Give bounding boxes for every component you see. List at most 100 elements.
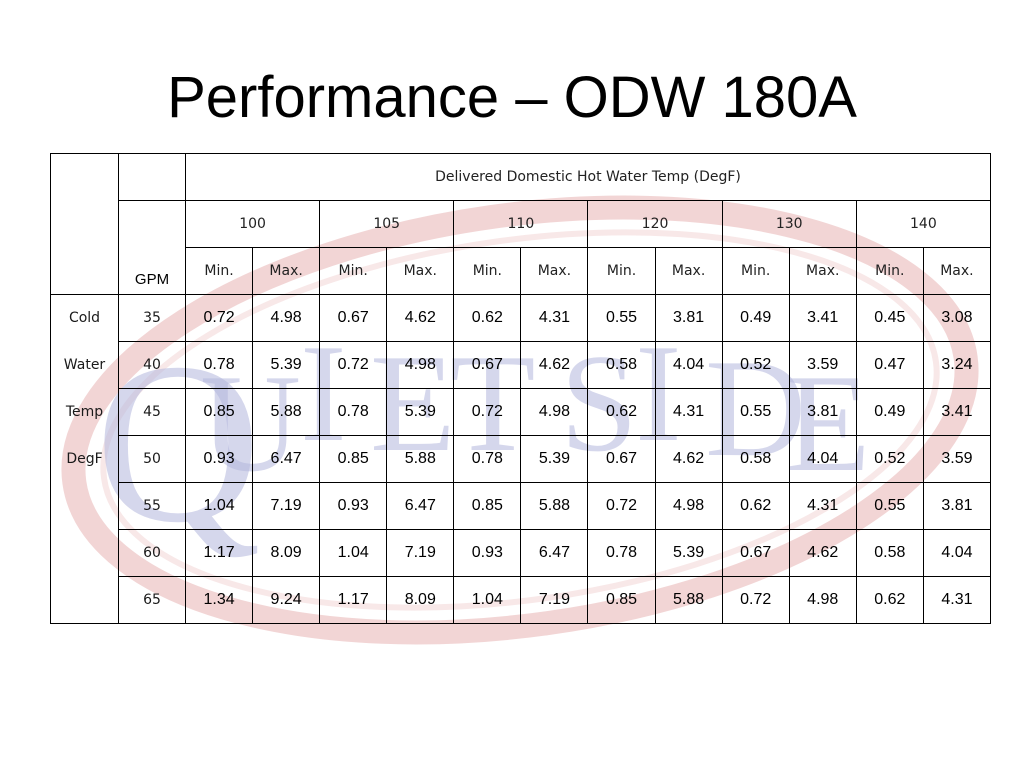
value-cell: 0.85 [184, 388, 254, 436]
row-label-cell: Cold Water Temp DegF [50, 294, 119, 624]
value-cell: 0.67 [721, 529, 790, 577]
table-row: 65 1.34 9.24 1.17 8.09 1.04 7.19 0.85 5.88 0.72 4.… [51, 576, 992, 624]
row-label-line: DegF [66, 451, 103, 467]
temp-header-110: 110 [453, 200, 589, 248]
value-cell: 3.81 [922, 482, 992, 530]
value-cell: 0.52 [855, 435, 924, 483]
performance-table: Delivered Domestic Hot Water Temp (DegF)… [50, 153, 992, 624]
header-row-group: Delivered Domestic Hot Water Temp (DegF) [50, 153, 991, 295]
row-label-line: Cold [68, 310, 101, 326]
value-cell: 3.41 [922, 388, 992, 436]
value-cell: 0.58 [721, 435, 790, 483]
value-cell: 0.78 [453, 435, 522, 483]
value-cell: 4.62 [520, 341, 589, 389]
value-cell: 4.98 [520, 388, 589, 436]
value-cell: 4.04 [922, 529, 992, 577]
value-cell: 0.78 [587, 529, 656, 577]
corner-cell-gpm-top [118, 153, 186, 201]
value-cell: 0.72 [587, 482, 656, 530]
value-cell: 0.67 [453, 341, 522, 389]
table-row: 55 1.04 7.19 0.93 6.47 0.85 5.88 0.72 4.98 0.62 4.… [51, 482, 992, 530]
value-cell: 0.49 [721, 294, 790, 342]
value-cell: 0.62 [453, 294, 522, 342]
value-cell: 4.98 [386, 341, 455, 389]
max-header-105: Max. [386, 247, 455, 295]
value-cell: 3.59 [922, 435, 992, 483]
value-cell: 4.04 [788, 435, 857, 483]
value-cell: 0.85 [453, 482, 522, 530]
value-cell: 0.93 [184, 435, 254, 483]
row-label-line: Temp [65, 404, 104, 420]
value-cell: 8.09 [386, 576, 455, 624]
value-cell: 4.31 [788, 482, 857, 530]
value-cell: 5.39 [386, 388, 455, 436]
value-cell: 0.78 [319, 388, 388, 436]
value-cell: 0.62 [855, 576, 924, 624]
value-cell: 4.62 [654, 435, 723, 483]
temp-header-105: 105 [319, 200, 455, 248]
value-cell: 6.47 [386, 482, 455, 530]
cold-temp-cell: 35 [118, 294, 186, 342]
value-cell: 0.52 [721, 341, 790, 389]
header-row-temps: GPM 100 105 110 120 130 140 [51, 200, 992, 295]
value-cell: 6.47 [520, 529, 589, 577]
value-cell: 8.09 [252, 529, 321, 577]
value-cell: 0.49 [855, 388, 924, 436]
cold-temp-cell: 45 [118, 388, 186, 436]
value-cell: 7.19 [386, 529, 455, 577]
max-header-100: Max. [252, 247, 321, 295]
cold-temp-cell: 60 [118, 529, 186, 577]
max-header-110: Max. [520, 247, 589, 295]
value-cell: 5.88 [252, 388, 321, 436]
min-header-140: Min. [855, 247, 924, 295]
value-cell: 0.45 [855, 294, 924, 342]
temp-header-130: 130 [721, 200, 857, 248]
min-header-120: Min. [587, 247, 656, 295]
temp-header-120: 120 [587, 200, 723, 248]
min-header-110: Min. [453, 247, 522, 295]
value-cell: 3.59 [788, 341, 857, 389]
temp-header-100: 100 [184, 200, 321, 248]
cold-temp-cell: 50 [118, 435, 186, 483]
value-cell: 4.62 [788, 529, 857, 577]
temp-header-140: 140 [855, 200, 992, 248]
value-cell: 0.78 [184, 341, 254, 389]
value-cell: 0.55 [587, 294, 656, 342]
value-cell: 0.72 [319, 341, 388, 389]
value-cell: 0.72 [721, 576, 790, 624]
gpm-header: GPM [118, 200, 186, 295]
value-cell: 1.17 [319, 576, 388, 624]
value-cell: 4.04 [654, 341, 723, 389]
min-header-105: Min. [319, 247, 388, 295]
value-cell: 6.47 [252, 435, 321, 483]
value-cell: 4.31 [520, 294, 589, 342]
value-cell: 3.08 [922, 294, 992, 342]
value-cell: 0.62 [721, 482, 790, 530]
max-header-120: Max. [654, 247, 723, 295]
value-cell: 4.98 [788, 576, 857, 624]
max-header-140: Max. [922, 247, 992, 295]
value-cell: 5.88 [654, 576, 723, 624]
value-cell: 7.19 [252, 482, 321, 530]
table-row: 45 0.85 5.88 0.78 5.39 0.72 4.98 0.62 4.31 0.55 3.… [51, 388, 992, 436]
value-cell: 4.98 [252, 294, 321, 342]
value-cell: 1.04 [184, 482, 254, 530]
value-cell: 3.81 [788, 388, 857, 436]
min-header-130: Min. [721, 247, 790, 295]
cold-temp-cell: 55 [118, 482, 186, 530]
value-cell: 1.17 [184, 529, 254, 577]
value-cell: 4.31 [654, 388, 723, 436]
value-cell: 1.04 [453, 576, 522, 624]
value-cell: 0.47 [855, 341, 924, 389]
value-cell: 0.58 [587, 341, 656, 389]
value-cell: 5.39 [252, 341, 321, 389]
value-cell: 1.04 [319, 529, 388, 577]
min-header-100: Min. [184, 247, 254, 295]
value-cell: 4.31 [922, 576, 992, 624]
header-row-minmax: Min. Max. Min. Max. Min. Max. Min. Max. Min. Max.… [51, 247, 992, 295]
value-cell: 9.24 [252, 576, 321, 624]
value-cell: 5.88 [520, 482, 589, 530]
value-cell: 0.93 [319, 482, 388, 530]
value-cell: 5.88 [386, 435, 455, 483]
cold-temp-cell: 65 [118, 576, 186, 624]
